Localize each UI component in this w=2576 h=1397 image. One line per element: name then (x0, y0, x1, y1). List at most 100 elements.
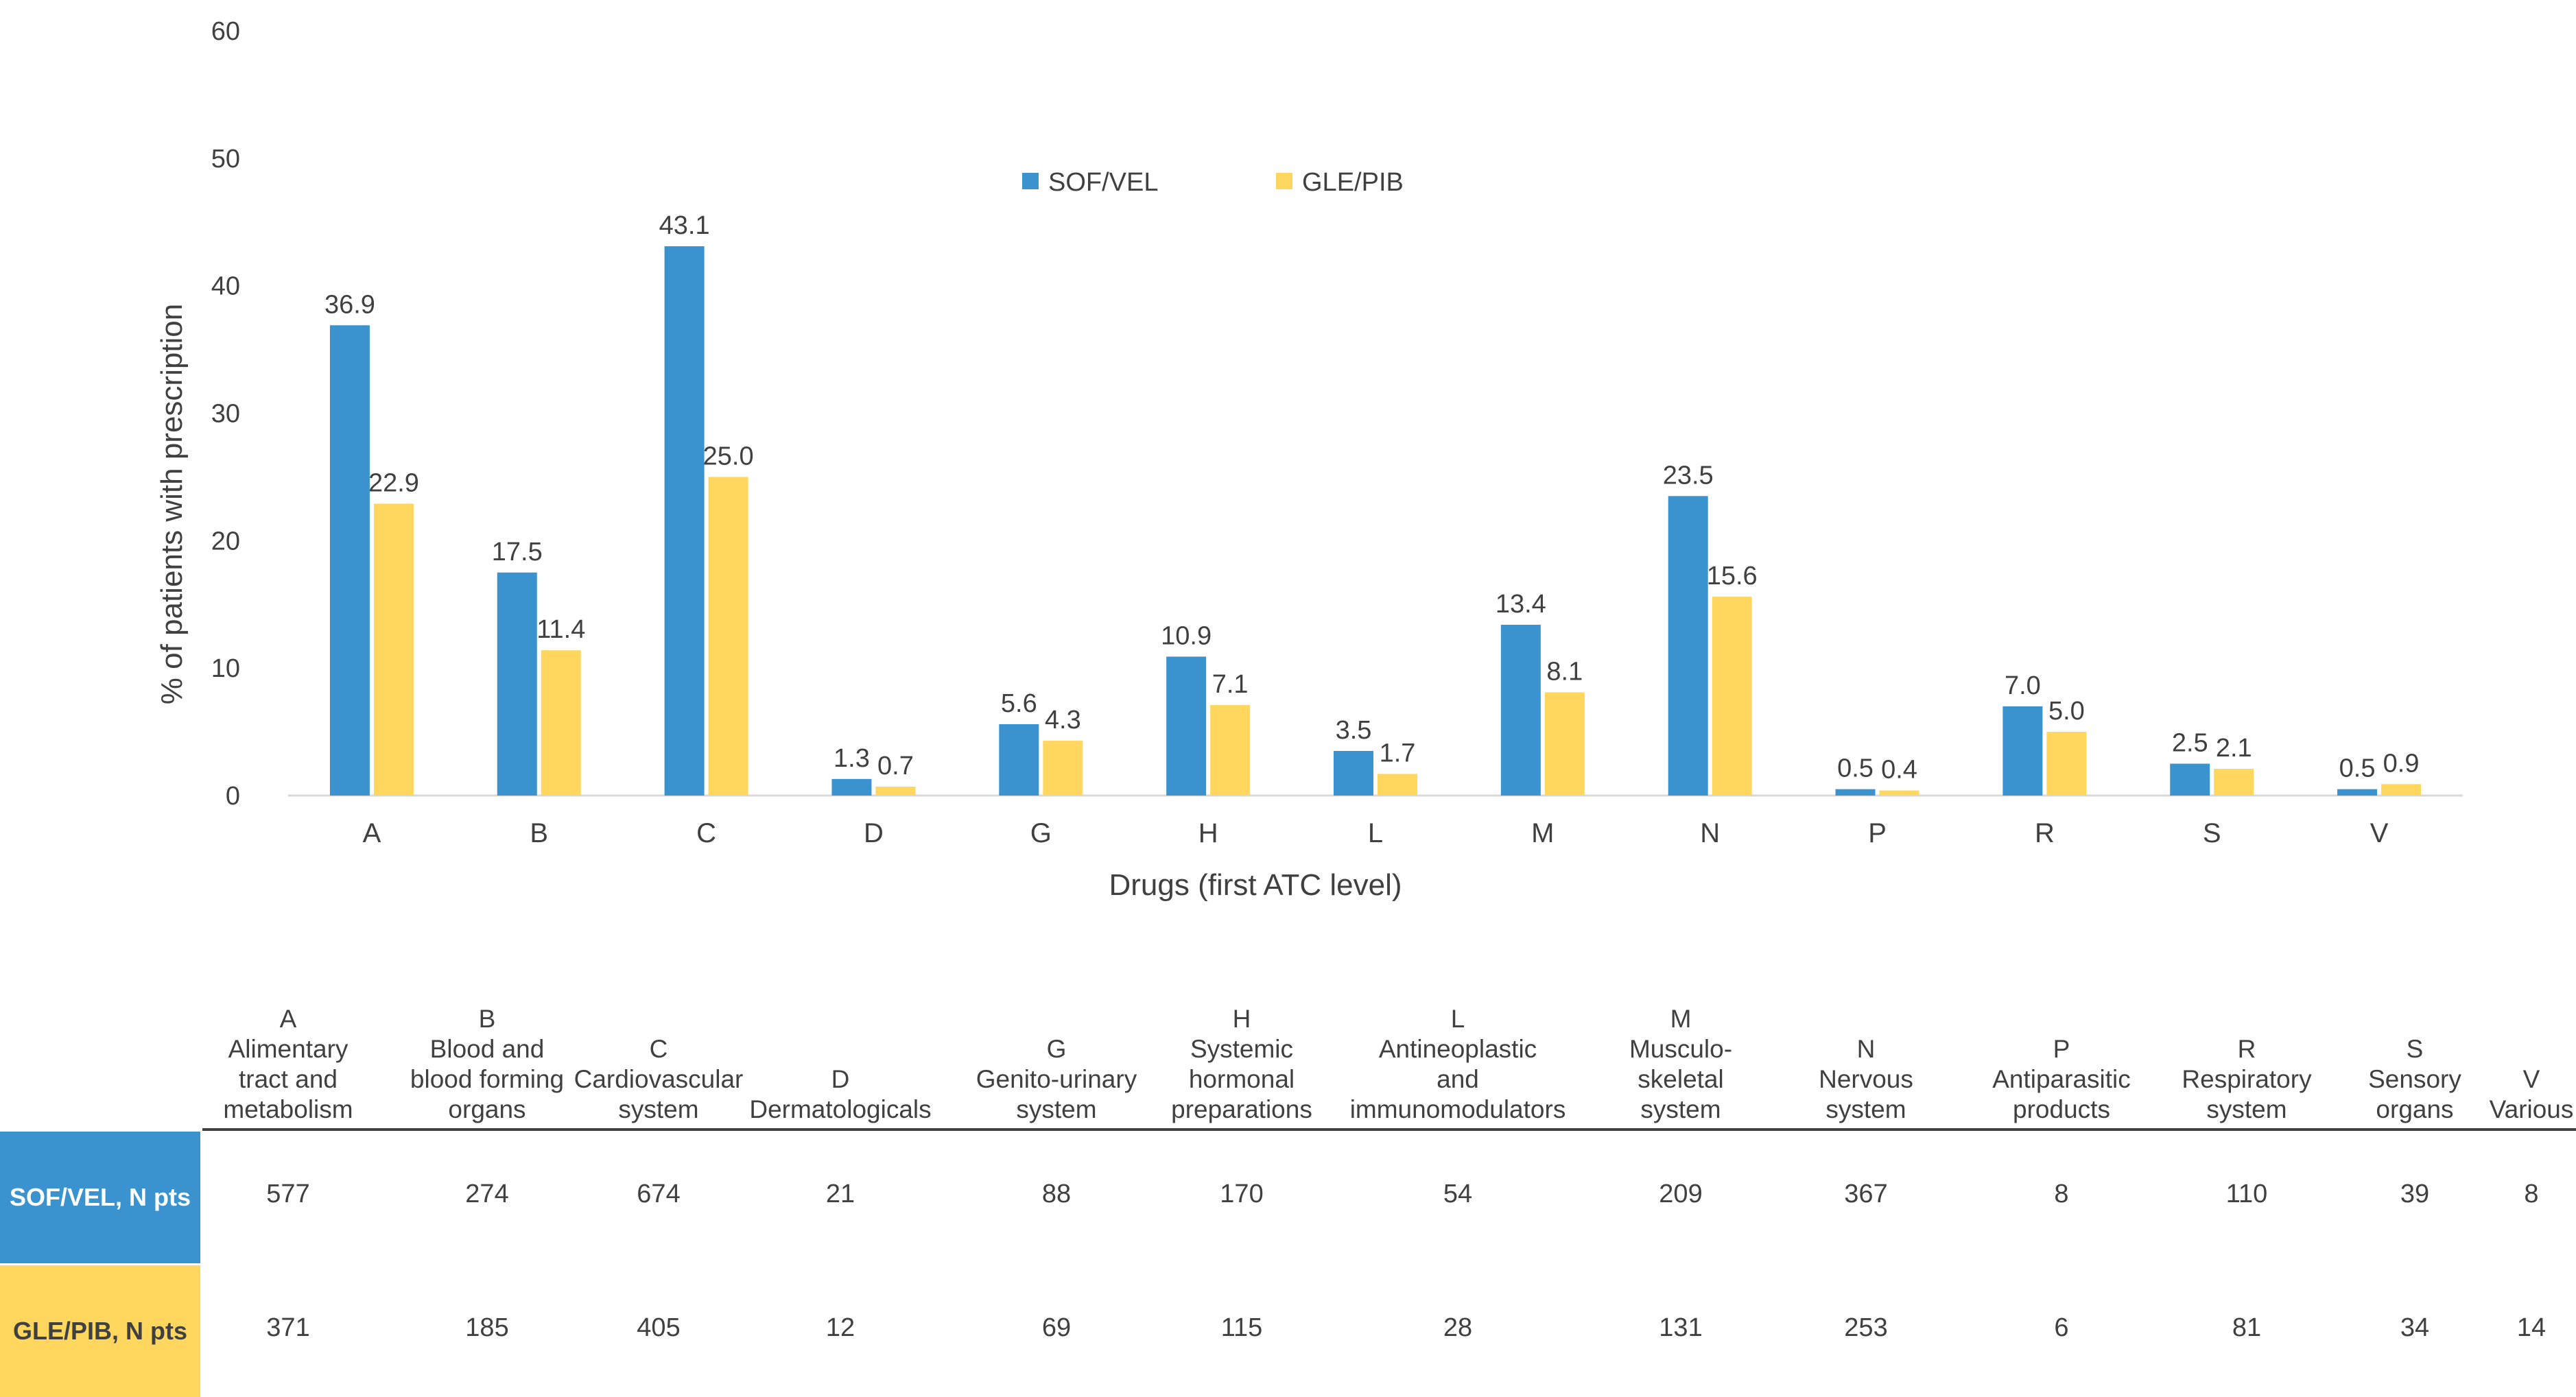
data-label-sof-vel-s: 2.5 (2172, 729, 2208, 758)
table-header-line: Respiratory (2182, 1065, 2312, 1093)
table-header-n: N Nervous system (1763, 933, 1969, 1125)
data-label-gle-pib-r: 5.0 (2048, 697, 2085, 726)
table-header-line: S (2406, 1035, 2424, 1063)
table-header-line: Musculo- (1629, 1035, 1733, 1063)
table-cell: 371 (266, 1313, 310, 1342)
category-label-p: P (1868, 818, 1887, 848)
category-label-c: C (696, 818, 716, 848)
bar-gle-pib-r (2046, 732, 2087, 796)
table-header-p: P Antiparasitic products (1959, 933, 2164, 1125)
table-header-line: metabolism (223, 1095, 353, 1123)
table-header-v: V Various (2429, 933, 2576, 1125)
bar-chart: 0 10 20 30 40 50 60 36.9 22.9 17.5 11.4 43.1 25.0 1.… (155, 17, 2463, 902)
table-header-line: system (1640, 1095, 1721, 1123)
table-cell: 209 (1659, 1180, 1703, 1208)
data-label-sof-vel-b: 17.5 (492, 538, 543, 566)
category-label-s: S (2203, 818, 2221, 848)
data-label-gle-pib-v: 0.9 (2383, 749, 2420, 778)
table-cell: 81 (2232, 1313, 2262, 1342)
row-label-gle-pib: GLE/PIB, N pts (0, 1265, 200, 1397)
bar-sof-vel-r (2002, 706, 2043, 796)
table-header-line: M (1670, 1005, 1692, 1033)
category-label-g: G (1030, 818, 1052, 848)
table-header-line: hormonal (1188, 1065, 1295, 1093)
table-cell: 274 (465, 1180, 509, 1208)
table-cell: 367 (1844, 1180, 1888, 1208)
bar-gle-pib-n (1712, 597, 1752, 796)
y-tick-label: 0 (226, 782, 240, 811)
table-header-h: H Systemic hormonal preparations (1139, 933, 1345, 1125)
category-label-b: B (530, 818, 548, 848)
table-header-line: A (279, 1005, 297, 1033)
bar-sof-vel-h (1166, 656, 1207, 796)
data-label-sof-vel-r: 7.0 (2005, 671, 2041, 700)
table-cell: 88 (1041, 1180, 1072, 1208)
table-header-line: Various (2489, 1095, 2574, 1123)
category-label-r: R (2035, 818, 2055, 848)
table-header-line: C (649, 1035, 668, 1063)
table-cell: 54 (1443, 1180, 1473, 1208)
bar-sof-vel-l (1334, 750, 1373, 796)
bars-group (329, 246, 2422, 796)
table-header-line: Blood and (429, 1035, 545, 1063)
table-header-c: C Cardiovascular system (556, 933, 761, 1125)
table-header-line: Systemic (1190, 1035, 1294, 1063)
data-label-sof-vel-v: 0.5 (2339, 754, 2376, 783)
y-tick-label: 40 (211, 272, 240, 301)
table-cell: 405 (637, 1313, 681, 1342)
table-cell: 110 (2225, 1180, 2268, 1208)
table-header-line: N (1856, 1035, 1876, 1063)
bar-gle-pib-p (1879, 790, 1919, 796)
table-header-line: skeletal (1638, 1065, 1724, 1093)
bar-sof-vel-d (831, 778, 872, 796)
data-label-gle-pib-h: 7.1 (1212, 670, 1249, 699)
table-header-m: M Musculo-skeletal system (1578, 933, 1784, 1125)
table-header-line: organs (448, 1095, 526, 1123)
table-header-line: system (2206, 1095, 2287, 1123)
data-label-sof-vel-h: 10.9 (1161, 621, 1212, 650)
table-header-a: A Alimentary tract and metabolism (185, 933, 391, 1125)
data-label-gle-pib-c: 25.0 (703, 442, 754, 470)
table-cell: 577 (266, 1180, 310, 1208)
table-header-line: Nervous (1819, 1065, 1913, 1093)
table-cell: 8 (2054, 1180, 2069, 1208)
data-label-gle-pib-p: 0.4 (1881, 756, 1917, 785)
data-label-gle-pib-m: 8.1 (1546, 657, 1583, 686)
category-label-d: D (864, 818, 884, 848)
table-header-line: Sensory (2368, 1065, 2461, 1093)
category-label-l: L (1368, 818, 1383, 848)
bar-sof-vel-m (1500, 624, 1541, 796)
table-header-line: D (831, 1065, 850, 1093)
bar-sof-vel-p (1835, 789, 1876, 796)
atc-patient-count-table: SOF/VEL, N pts GLE/PIB, N pts A Alimentar… (0, 933, 2576, 1397)
table-cell: 115 (1220, 1313, 1263, 1342)
table-header-line: system (1016, 1095, 1097, 1123)
bar-sof-vel-s (2170, 763, 2210, 796)
y-tick-label: 10 (211, 654, 240, 683)
y-tick-label: 50 (211, 145, 240, 174)
table-cell: 170 (1220, 1180, 1264, 1208)
data-label-sof-vel-g: 5.6 (1001, 689, 1037, 718)
table-header-line: products (2013, 1095, 2110, 1123)
table-header-line: Antineoplastic and (1378, 1035, 1537, 1093)
data-label-gle-pib-d: 0.7 (877, 752, 914, 780)
table-header-line: G (1046, 1035, 1067, 1063)
table-cell: 185 (465, 1313, 509, 1342)
category-label-n: N (1700, 818, 1720, 848)
data-label-gle-pib-n: 15.6 (1707, 562, 1758, 590)
bar-sof-vel-n (1668, 496, 1708, 796)
table-cell: 69 (1041, 1313, 1072, 1342)
table-header-line: H (1232, 1005, 1251, 1033)
table-header-r: R Respiratory system (2144, 933, 2350, 1125)
table-header-rule (202, 1128, 2576, 1131)
table-header-line: immunomodulators (1349, 1095, 1566, 1123)
table-header-b: B Blood and blood forming organs (384, 933, 590, 1125)
bar-sof-vel-g (999, 724, 1039, 796)
bar-gle-pib-h (1210, 705, 1251, 796)
table-header-line: blood forming (410, 1065, 565, 1093)
category-label-v: V (2370, 818, 2389, 848)
data-label-gle-pib-l: 1.7 (1380, 739, 1416, 767)
bar-gle-pib-c (708, 477, 748, 796)
table-header-g: G Genito-urinary system (954, 933, 1159, 1125)
